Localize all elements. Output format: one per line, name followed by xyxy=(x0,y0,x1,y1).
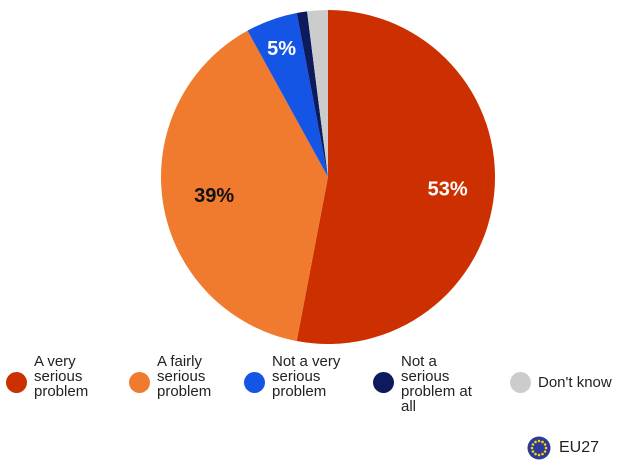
legend-swatch-very-serious xyxy=(6,372,27,393)
pie-value-label-not-very-serious: 5% xyxy=(267,38,296,60)
legend-swatch-dont-know xyxy=(510,372,531,393)
legend-swatch-fairly-serious xyxy=(129,372,150,393)
legend-swatch-not-serious-at-all xyxy=(373,372,394,393)
eu-star-icon xyxy=(541,440,544,444)
eu-star-icon xyxy=(531,450,535,453)
eu-star-icon xyxy=(544,446,548,450)
pie-slice-fairly-serious xyxy=(161,30,328,342)
eu-star-icon xyxy=(531,443,535,446)
legend-label-dont-know: Don't know xyxy=(538,374,612,391)
legend-label-fairly-serious: A fairly serious problem xyxy=(157,353,212,400)
pie-slice-dont-know xyxy=(307,10,328,177)
legend-label-not-serious-at-all: Not a serious problem at all xyxy=(401,353,472,415)
eu-star-icon xyxy=(543,450,547,453)
pie-slices xyxy=(161,10,496,344)
eu-star-icon xyxy=(541,452,544,456)
legend-item-fairly-serious: A fairly serious problem xyxy=(129,354,211,399)
pie-value-label-fairly-serious: 39% xyxy=(194,185,234,207)
eu27-badge: EU27 xyxy=(527,436,599,460)
legend-label-very-serious: A very serious problem xyxy=(34,353,89,400)
eu-star-icon xyxy=(534,452,537,456)
pie-chart: 53% 39% 5% xyxy=(161,10,496,344)
pie-slice-not-very-serious xyxy=(247,12,328,177)
legend-item-dont-know: Don't know xyxy=(510,354,612,393)
legend-item-not-serious-at-all: Not a serious problem at all xyxy=(373,354,472,414)
legend-label-not-very-serious: Not a very serious problem xyxy=(272,353,341,400)
pie-value-labels: 53% 39% 5% xyxy=(194,38,468,207)
eu27-label: EU27 xyxy=(559,439,600,456)
eu-flag-icon xyxy=(527,436,551,460)
pie-value-label-very-serious: 53% xyxy=(428,178,468,200)
eu-star-icon xyxy=(530,446,534,450)
legend-item-not-very-serious: Not a very serious problem xyxy=(244,354,340,399)
pie-slice-not-serious-at-all xyxy=(296,11,328,177)
eu-star-icon xyxy=(537,439,541,443)
eu-star-icon xyxy=(537,453,541,457)
pie-slice-very-serious xyxy=(296,10,496,344)
legend: A very serious problem A fairly serious … xyxy=(6,354,627,434)
eu-star-icon xyxy=(543,443,547,446)
eu-star-icon xyxy=(534,440,537,444)
legend-swatch-not-very-serious xyxy=(244,372,265,393)
legend-item-very-serious: A very serious problem xyxy=(6,354,88,399)
